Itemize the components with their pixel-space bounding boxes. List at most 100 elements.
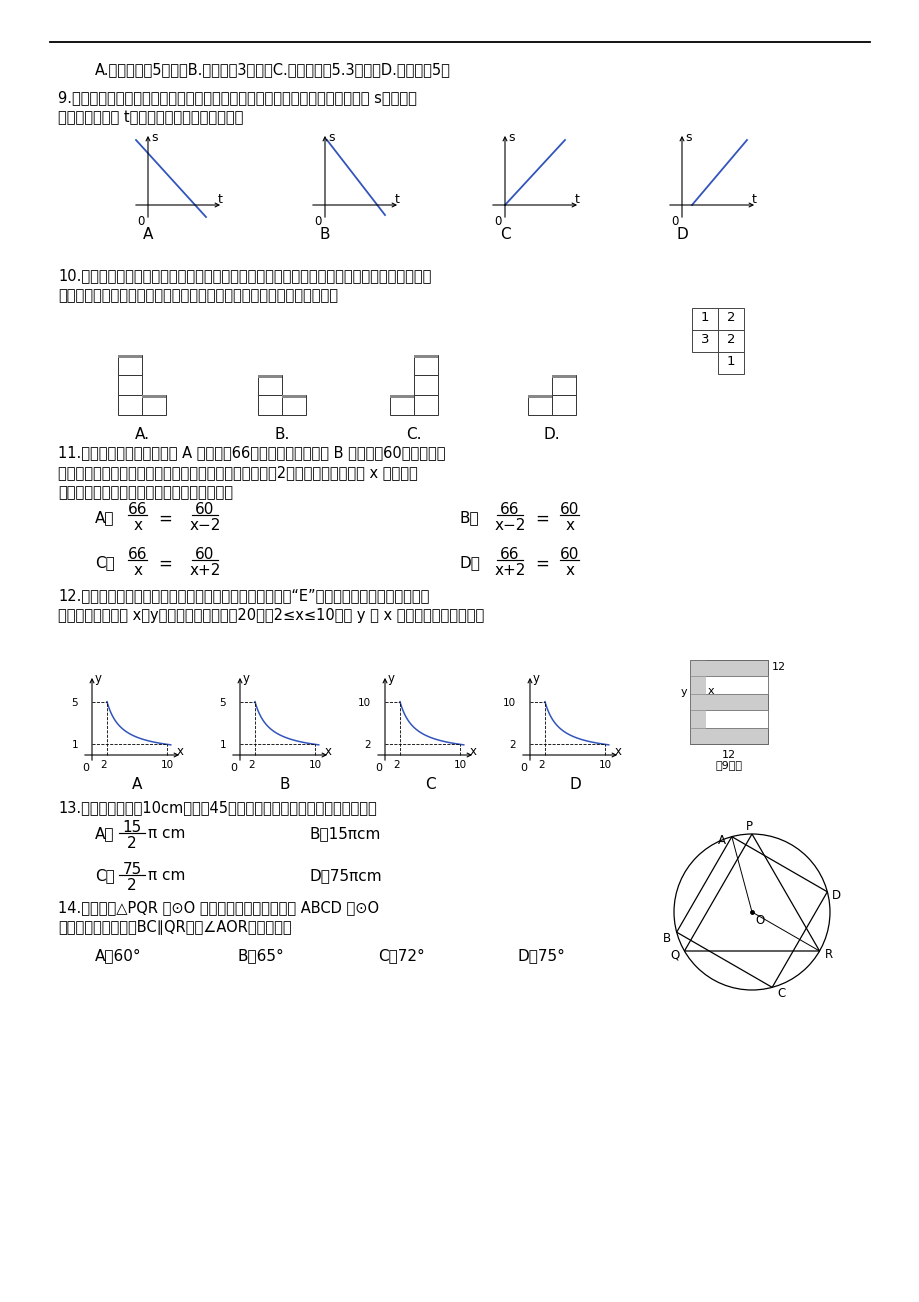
Text: y: y <box>95 672 102 685</box>
Bar <box>691 329 717 352</box>
Text: B: B <box>279 777 289 792</box>
Text: D．: D． <box>460 555 481 570</box>
Text: 1: 1 <box>700 311 709 324</box>
Text: 10: 10 <box>357 698 370 708</box>
Bar <box>528 395 551 415</box>
Text: 15: 15 <box>122 820 142 835</box>
Text: 2: 2 <box>364 741 370 750</box>
Text: 0: 0 <box>82 763 89 773</box>
Text: D: D <box>675 227 687 242</box>
Text: P: P <box>745 820 752 833</box>
Text: y: y <box>680 687 686 697</box>
Text: 1: 1 <box>219 741 226 750</box>
Text: 10: 10 <box>597 760 611 769</box>
Text: 0: 0 <box>375 763 381 773</box>
Text: =: = <box>535 510 549 529</box>
Text: 9.　一辆汽车由甲地匀速驶往乙地，下列图象中大致能反映汽车距离乙地的路程 s（千米）: 9. 一辆汽车由甲地匀速驶往乙地，下列图象中大致能反映汽车距离乙地的路程 s（千… <box>58 90 416 105</box>
Text: C．72°: C．72° <box>378 948 425 963</box>
Text: 66: 66 <box>128 547 148 562</box>
Text: t: t <box>394 193 400 206</box>
Bar <box>118 355 142 375</box>
Bar <box>528 395 551 398</box>
Bar <box>551 375 575 395</box>
Text: =: = <box>158 510 172 529</box>
Text: x: x <box>324 745 332 758</box>
Bar <box>282 395 306 398</box>
Text: O: O <box>754 914 764 927</box>
Bar <box>118 355 142 358</box>
Text: 2: 2 <box>248 760 255 769</box>
Text: x: x <box>176 745 184 758</box>
Text: 1: 1 <box>726 355 734 368</box>
Text: D．75°: D．75° <box>517 948 565 963</box>
Bar <box>257 395 282 415</box>
Text: A.　中位数是5呐　　B.　极差是3呐　　C.　平均数是5.3呐　　D.　众数是5呐: A. 中位数是5呐 B. 极差是3呐 C. 平均数是5.3呐 D. 众数是5呐 <box>95 62 450 77</box>
Text: B．: B． <box>460 510 479 525</box>
Text: x: x <box>565 518 573 533</box>
Text: s: s <box>151 132 157 145</box>
Text: R: R <box>823 948 832 961</box>
Text: 66: 66 <box>500 503 519 517</box>
Text: C: C <box>777 987 785 1000</box>
Text: C．: C． <box>95 555 115 570</box>
Bar <box>414 355 437 375</box>
Text: 1: 1 <box>72 741 78 750</box>
Text: 10.　由一些大小相同的小正方体组成的几何体的俧视图如图所示，其中正方形中的数字表示在: 10. 由一些大小相同的小正方体组成的几何体的俧视图如图所示，其中正方形中的数字… <box>58 268 431 283</box>
Text: x: x <box>614 745 621 758</box>
Text: s: s <box>507 132 514 145</box>
Bar <box>717 309 743 329</box>
Text: 60: 60 <box>560 547 579 562</box>
Bar <box>689 660 705 743</box>
Text: A．: A． <box>95 510 114 525</box>
Text: B: B <box>320 227 330 242</box>
Text: A．60°: A．60° <box>95 948 142 963</box>
Text: A.: A. <box>134 427 149 441</box>
Bar <box>414 355 437 358</box>
Text: 12.　一张正方形的纸片，剪去两个一样的小矩形得到一个“E”图案，如图所示，设小矩形的: 12. 一张正方形的纸片，剪去两个一样的小矩形得到一个“E”图案，如图所示，设小… <box>58 589 429 603</box>
Text: C．: C． <box>95 868 115 883</box>
Bar <box>414 395 437 415</box>
Text: 75: 75 <box>122 862 142 878</box>
Text: 队同时开工且恰好同时完工，甲队比乙队每天多安装2台．设乙队每天安装 x 台，根据: 队同时开工且恰好同时完工，甲队比乙队每天多安装2台．设乙队每天安装 x 台，根据 <box>58 465 417 480</box>
Text: 和行驶时间 t（小时）的关系的是（　　）: 和行驶时间 t（小时）的关系的是（ ） <box>58 109 244 125</box>
Text: x: x <box>133 562 142 578</box>
Text: B．15πcm: B．15πcm <box>310 825 381 841</box>
Text: 14.　如图，△PQR 是⊙O 的内接正三角形，四边形 ABCD 是⊙O: 14. 如图，△PQR 是⊙O 的内接正三角形，四边形 ABCD 是⊙O <box>58 900 379 915</box>
Text: 2: 2 <box>127 836 137 852</box>
Text: D．75πcm: D．75πcm <box>310 868 382 883</box>
Text: B．65°: B．65° <box>238 948 285 963</box>
Bar <box>717 352 743 374</box>
Text: x−2: x−2 <box>189 518 221 533</box>
Bar <box>691 309 717 329</box>
Text: 13.　挂钟分针的长10cm，经过45分钟，它的针尖转过的弧长是（　　）: 13. 挂钟分针的长10cm，经过45分钟，它的针尖转过的弧长是（ ） <box>58 799 377 815</box>
Bar <box>689 728 767 743</box>
Text: 2: 2 <box>393 760 400 769</box>
Text: 0: 0 <box>137 215 144 228</box>
Text: y: y <box>532 672 539 685</box>
Text: y: y <box>243 672 250 685</box>
Text: x−2: x−2 <box>494 518 525 533</box>
Text: A: A <box>142 227 153 242</box>
Bar <box>390 395 414 398</box>
Bar <box>551 375 575 378</box>
Bar <box>282 395 306 415</box>
Text: 2: 2 <box>539 760 545 769</box>
Text: D: D <box>569 777 580 792</box>
Bar <box>414 375 437 395</box>
Text: 60: 60 <box>560 503 579 517</box>
Text: C: C <box>499 227 510 242</box>
Bar <box>257 375 282 378</box>
Bar <box>717 329 743 352</box>
Text: 2: 2 <box>127 878 137 893</box>
Text: 2: 2 <box>726 333 734 346</box>
Text: C: C <box>425 777 435 792</box>
Text: x+2: x+2 <box>494 562 525 578</box>
Text: 3: 3 <box>700 333 709 346</box>
Bar <box>142 395 165 415</box>
Text: 题意，下面所列方程中正确的是（　　）: 题意，下面所列方程中正确的是（ ） <box>58 486 233 500</box>
Text: x: x <box>708 686 714 697</box>
Text: π cm: π cm <box>148 868 185 883</box>
Text: =: = <box>158 555 172 573</box>
Text: s: s <box>328 132 335 145</box>
Text: 0: 0 <box>230 763 237 773</box>
